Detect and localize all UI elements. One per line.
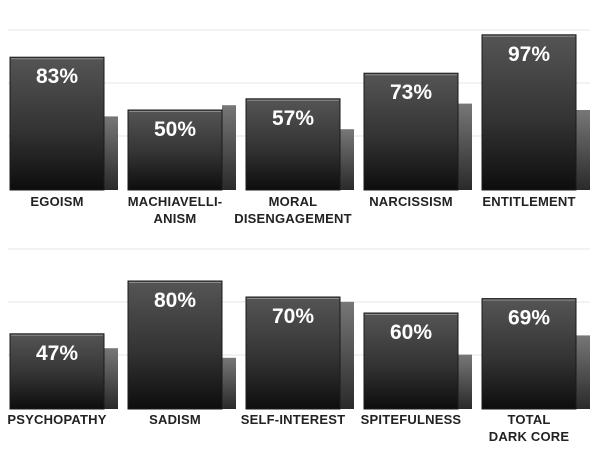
value-bar — [245, 98, 341, 191]
comparison-bar — [458, 354, 472, 409]
category-label: SADISM — [115, 411, 235, 428]
category-label-line: SPITEFULNESS — [360, 412, 462, 427]
data-label: 57% — [272, 107, 314, 130]
comparison-bar — [104, 348, 118, 409]
category-label-line: MACHIAVELLI- — [127, 194, 223, 209]
category-label: SELF-INTEREST — [233, 411, 353, 428]
category-label-line: TOTAL — [507, 412, 551, 427]
comparison-bar — [222, 357, 236, 409]
data-label: 50% — [154, 118, 196, 141]
bars: 83% 50% 57% 73% 97% 47% 80% 70% 60% 69% — [9, 34, 590, 410]
category-label-line: DARK CORE — [488, 429, 570, 444]
comparison-bar — [104, 116, 118, 190]
category-label-line: ENTITLEMENT — [482, 194, 576, 209]
value-bar — [127, 109, 223, 191]
value-bar — [127, 280, 223, 410]
data-label: 73% — [390, 81, 432, 104]
value-bar — [481, 34, 577, 191]
value-bar — [9, 333, 105, 410]
category-label-line: SELF-INTEREST — [240, 412, 346, 427]
value-bar — [245, 296, 341, 410]
data-label: 47% — [36, 342, 78, 365]
category-label: SPITEFULNESS — [351, 411, 471, 428]
data-label: 97% — [508, 43, 550, 66]
data-label: 70% — [272, 305, 314, 328]
data-label: 80% — [154, 289, 196, 312]
category-label-line: NARCISSISM — [369, 194, 453, 209]
value-bar — [9, 56, 105, 191]
category-label-line: PSYCHOPATHY — [7, 412, 107, 427]
comparison-bar — [340, 129, 354, 190]
category-label-line: EGOISM — [30, 194, 84, 209]
category-label-line: ANISM — [153, 211, 197, 226]
category-label-line: DISENGAGEMENT — [234, 211, 352, 226]
category-label-line: SADISM — [149, 412, 201, 427]
category-label-line: MORAL — [268, 194, 318, 209]
category-label: ENTITLEMENT — [469, 193, 589, 210]
data-label: 83% — [36, 65, 78, 88]
value-bar — [363, 312, 459, 410]
category-label: MACHIAVELLI- ANISM — [115, 193, 235, 227]
category-label: PSYCHOPATHY — [0, 411, 117, 428]
comparison-bar — [222, 105, 236, 190]
category-label: NARCISSISM — [351, 193, 471, 210]
comparison-bar — [576, 335, 590, 409]
category-label: MORAL DISENGAGEMENT — [233, 193, 353, 227]
comparison-bar — [340, 301, 354, 409]
comparison-bar — [458, 103, 472, 190]
value-bar — [481, 298, 577, 410]
value-bar — [363, 72, 459, 191]
data-label: 69% — [508, 307, 550, 330]
category-label: TOTAL DARK CORE — [469, 411, 589, 445]
data-label: 60% — [390, 321, 432, 344]
comparison-bar — [576, 110, 590, 190]
category-label: EGOISM — [0, 193, 117, 210]
